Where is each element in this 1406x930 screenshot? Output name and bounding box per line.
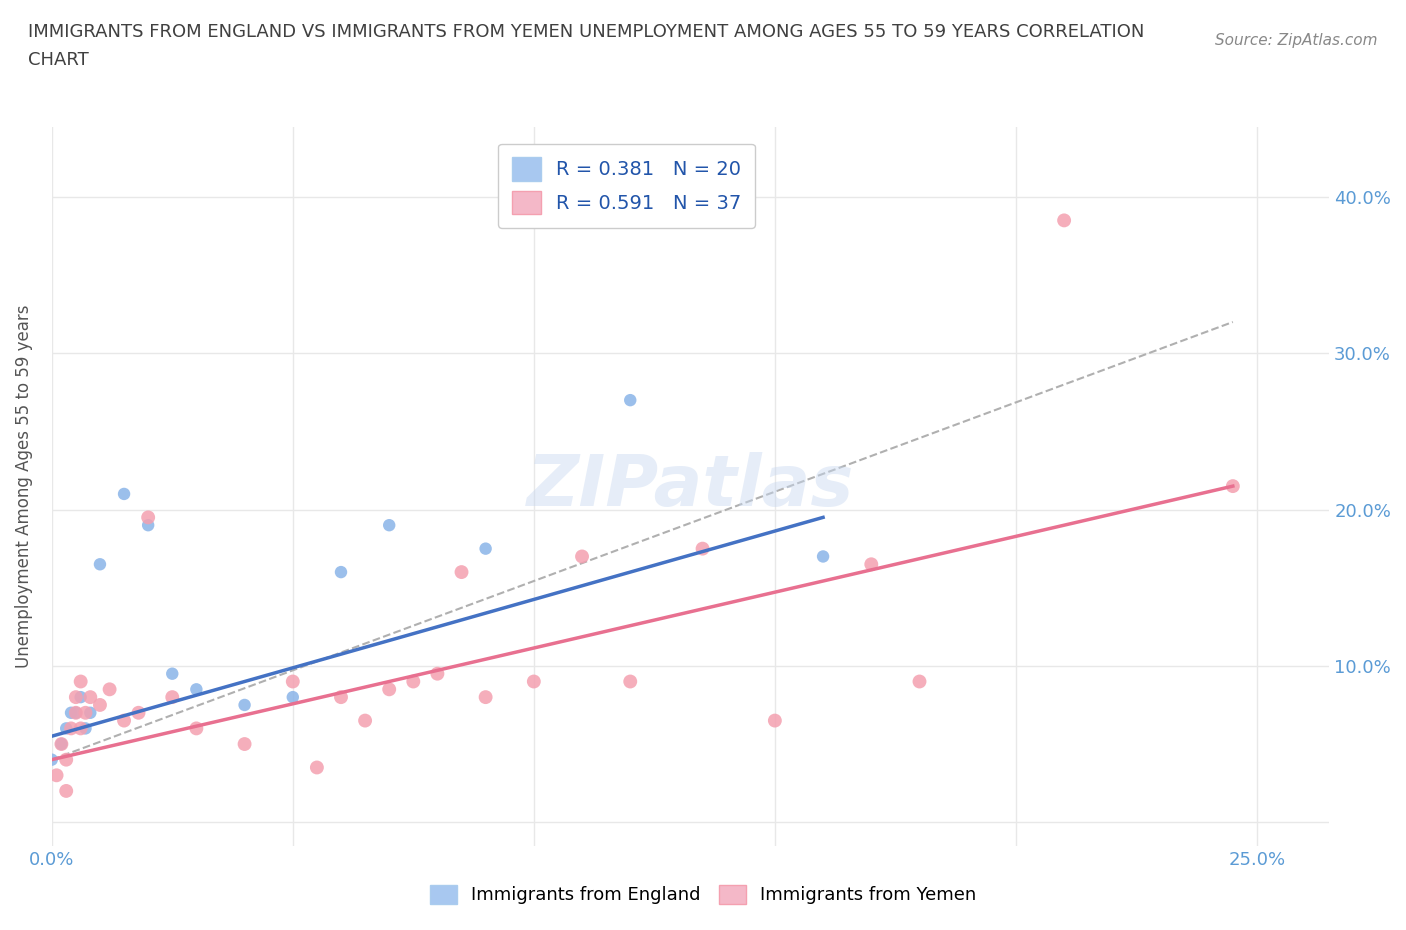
Point [55,752,77,767]
Point [136,510,159,525]
Point [65,705,87,720]
Point [186,721,208,736]
Point [1222,479,1244,494]
Point [128,705,150,720]
Point [136,518,159,533]
Point [860,557,883,572]
Point [69,674,91,689]
Point [45,768,67,783]
Point [65,690,87,705]
Point [908,674,931,689]
Point [186,682,208,697]
Point [233,737,256,751]
Point [75,705,97,720]
Legend: Immigrants from England, Immigrants from Yemen: Immigrants from England, Immigrants from… [422,878,984,911]
Point [305,760,328,775]
Point [75,721,97,736]
Point [69,690,91,705]
Point [450,565,472,579]
Point [281,674,304,689]
Point [60,705,83,720]
Point [281,690,304,705]
Text: IMMIGRANTS FROM ENGLAND VS IMMIGRANTS FROM YEMEN UNEMPLOYMENT AMONG AGES 55 TO 5: IMMIGRANTS FROM ENGLAND VS IMMIGRANTS FR… [28,23,1144,41]
Point [55,783,77,798]
Point [89,557,111,572]
Point [162,690,184,705]
Point [571,549,593,564]
Point [474,690,496,705]
Legend: R = 0.381   N = 20, R = 0.591   N = 37: R = 0.381 N = 20, R = 0.591 N = 37 [498,143,755,228]
Point [619,674,641,689]
Point [426,666,449,681]
Point [330,565,353,579]
Point [79,690,101,705]
Point [811,549,834,564]
Point [474,541,496,556]
Point [402,674,425,689]
Y-axis label: Unemployment Among Ages 55 to 59 years: Unemployment Among Ages 55 to 59 years [15,304,32,668]
Point [619,392,641,407]
Point [162,666,184,681]
Point [378,682,401,697]
Point [69,721,91,736]
Text: CHART: CHART [28,51,89,69]
Text: Source: ZipAtlas.com: Source: ZipAtlas.com [1215,33,1378,47]
Point [41,752,63,767]
Point [330,690,353,705]
Point [60,721,83,736]
Point [79,705,101,720]
Point [51,737,73,751]
Point [233,698,256,712]
Text: ZIPatlas: ZIPatlas [527,452,855,521]
Point [65,705,87,720]
Point [55,721,77,736]
Point [98,682,121,697]
Point [354,713,377,728]
Point [763,713,786,728]
Point [1053,213,1076,228]
Point [112,713,135,728]
Point [51,737,73,751]
Point [692,541,714,556]
Point [378,518,401,533]
Point [89,698,111,712]
Point [523,674,546,689]
Point [112,486,135,501]
